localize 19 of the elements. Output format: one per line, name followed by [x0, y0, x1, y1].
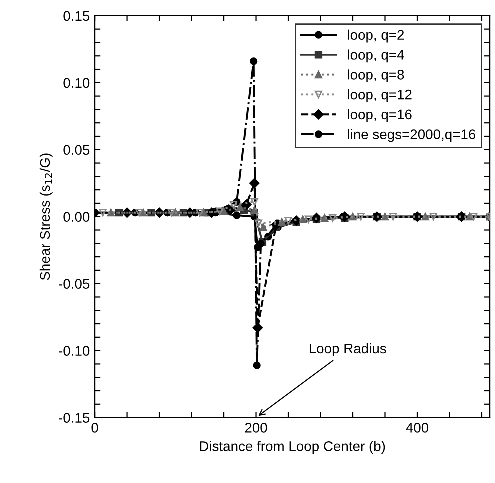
x-tick-label: 400: [406, 423, 429, 433]
y-tick-label: 0.00: [64, 212, 90, 222]
annotation: Loop Radius: [310, 343, 386, 356]
legend-label: loop, q=8: [348, 70, 404, 83]
legend-label: loop, q=12: [348, 90, 412, 102]
legend-label: loop, q=4: [348, 50, 404, 63]
y-axis-title: Shear Stress (s$_{12}$/G): [40, 154, 53, 280]
y-tick-label: -0.05: [59, 279, 90, 290]
y-tick-label: -0.15: [59, 413, 90, 423]
legend-label: loop, q=2: [348, 30, 404, 43]
x-tick-label: 200: [245, 423, 268, 433]
y-tick-label: 0.10: [64, 78, 90, 88]
x-tick-label: 0: [92, 423, 98, 433]
y-tick-label: -0.10: [59, 346, 90, 356]
y-tick-label: 0.05: [64, 145, 90, 156]
y-tick-label: 0.15: [64, 11, 90, 22]
legend-label: loop, q=16: [348, 109, 412, 122]
legend-label: line segs=2000,q=16: [348, 129, 476, 142]
x-axis-title: Distance from Loop Center (b): [200, 441, 386, 454]
